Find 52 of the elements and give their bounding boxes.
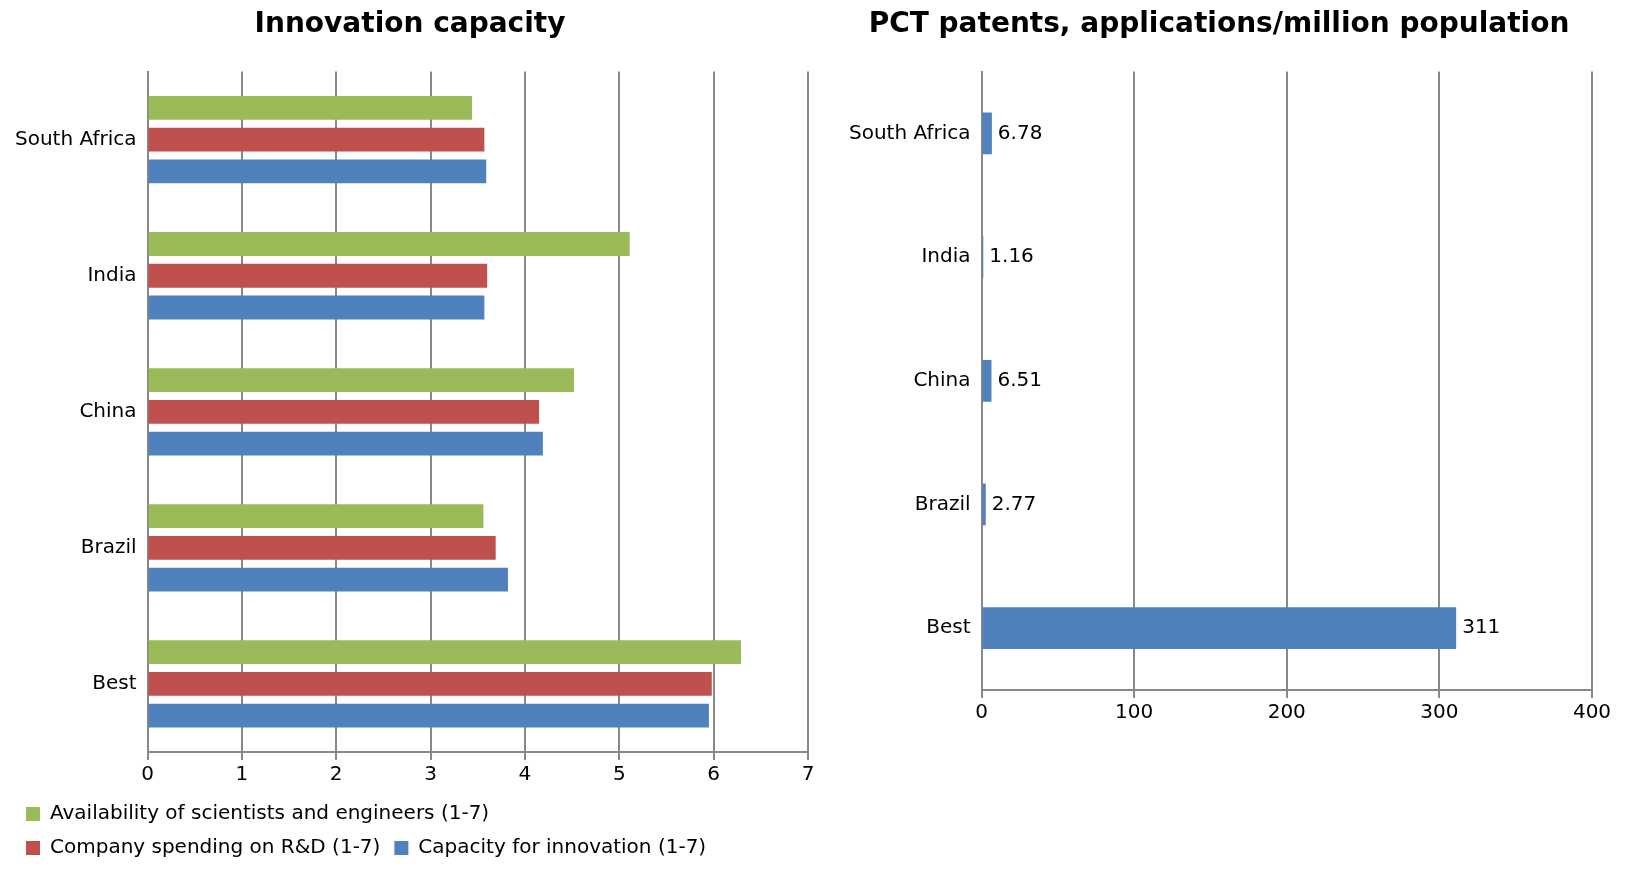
bar [148,535,496,560]
bar [148,127,485,152]
x-tick-label: 7 [801,761,815,786]
y-tick-label: India [921,243,971,268]
chart-title: Innovation capacity [254,6,566,40]
data-label: 1.16 [989,243,1034,268]
x-tick-label: 6 [707,761,721,786]
y-tick-label: China [913,367,971,391]
x-tick-label: 300 [1420,699,1459,724]
legend-label: Availability of scientists and engineers (1-7) [50,800,490,825]
y-tick-label: Brazil [914,490,971,515]
y-tick-label: Best [92,670,137,695]
x-tick-label: 2 [329,761,343,786]
bar [148,295,485,320]
data-label: 6.78 [997,119,1043,144]
x-tick-label: 1 [235,761,249,786]
bar [148,95,473,120]
y-tick-label: South Africa [14,125,137,150]
bar [148,504,484,529]
x-tick-label: 0 [975,699,988,724]
data-label: 6.51 [997,367,1042,391]
x-tick-label: 3 [424,761,437,786]
bar [148,159,487,184]
data-label: 2.77 [991,490,1037,515]
bar [148,567,508,592]
x-tick-label: 0 [141,761,154,786]
bar [148,672,712,696]
bar [148,263,488,288]
x-tick-label: 200 [1267,699,1306,724]
x-tick-label: 5 [612,761,626,786]
bar [982,359,992,402]
bar [148,399,540,424]
legend-label: Company spending on R&D (1-7) [50,834,381,859]
y-tick-label: Best [926,614,971,639]
y-tick-label: China [79,398,137,422]
legend-label: Capacity for innovation (1-7) [418,834,707,859]
bar [982,112,992,155]
y-tick-label: South Africa [848,119,971,144]
y-tick-label: Brazil [80,534,137,559]
bar [148,368,574,392]
bar [148,232,630,256]
x-tick-label: 400 [1572,699,1612,724]
y-tick-label: India [87,261,137,286]
x-tick-label: 100 [1115,699,1154,724]
bar [982,607,1457,650]
chart-title: PCT patents, applications/million population [868,6,1570,40]
bar [148,431,543,456]
x-tick-label: 4 [518,761,532,786]
bar [982,483,986,526]
bar [148,640,742,665]
data-label: 311 [1462,614,1501,639]
bar [148,703,709,728]
